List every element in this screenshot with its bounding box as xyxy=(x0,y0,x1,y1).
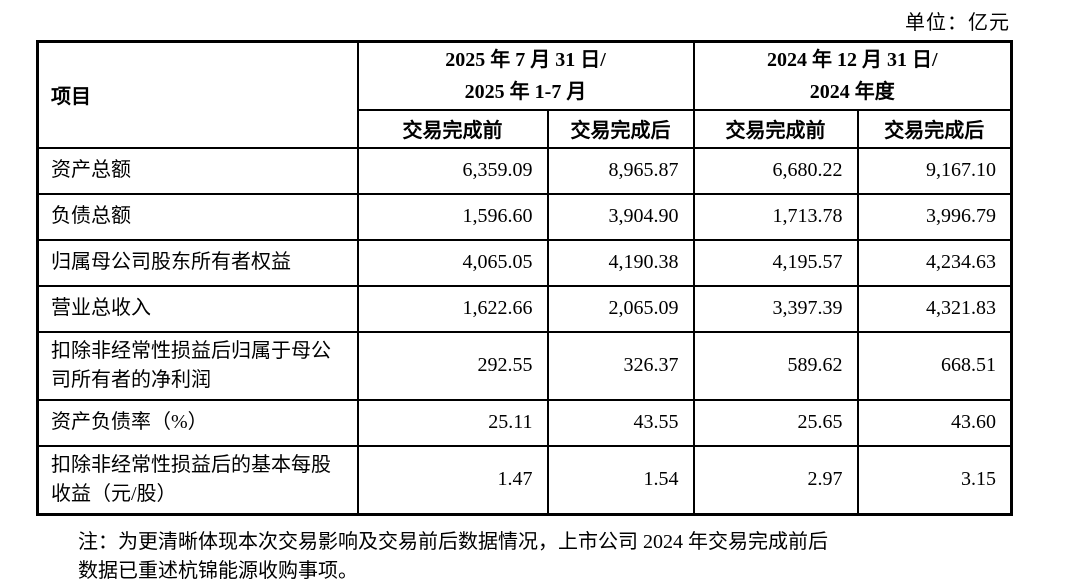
row-label: 资产总额 xyxy=(36,146,359,195)
cell-value: 2.97 xyxy=(692,444,859,515)
cell-value: 43.60 xyxy=(856,398,1013,447)
table-row: 归属母公司股东所有者权益 4,065.05 4,190.38 4,195.57 … xyxy=(36,238,1013,287)
cell-value: 668.51 xyxy=(856,330,1013,401)
row-label: 扣除非经常性损益后的基本每股收益（元/股） xyxy=(36,444,359,515)
cell-value: 1.47 xyxy=(356,444,549,515)
table-row: 扣除非经常性损益后归属于母公司所有者的净利润 292.55 326.37 589… xyxy=(36,330,1013,401)
row-label: 扣除非经常性损益后归属于母公司所有者的净利润 xyxy=(36,330,359,401)
header-after-2024: 交易完成后 xyxy=(856,108,1013,149)
cell-value: 1.54 xyxy=(546,444,695,515)
cell-value: 9,167.10 xyxy=(856,146,1013,195)
header-before-2025: 交易完成前 xyxy=(356,108,549,149)
cell-value: 1,622.66 xyxy=(356,284,549,333)
table-row: 扣除非经常性损益后的基本每股收益（元/股） 1.47 1.54 2.97 3.1… xyxy=(36,444,1013,515)
cell-value: 2,065.09 xyxy=(546,284,695,333)
footnote-line-1: 注：为更清晰体现本次交易影响及交易前后数据情况，上市公司 2024 年交易完成前… xyxy=(78,530,828,553)
row-label: 营业总收入 xyxy=(36,284,359,333)
footnote-line-2: 数据已重述杭锦能源收购事项。 xyxy=(78,559,358,582)
footnote: 注：为更清晰体现本次交易影响及交易前后数据情况，上市公司 2024 年交易完成前… xyxy=(36,528,1010,586)
cell-value: 4,190.38 xyxy=(546,238,695,287)
table-row: 资产负债率（%） 25.11 43.55 25.65 43.60 xyxy=(36,398,1013,447)
cell-value: 43.55 xyxy=(546,398,695,447)
table-row: 负债总额 1,596.60 3,904.90 1,713.78 3,996.79 xyxy=(36,192,1013,241)
cell-value: 8,965.87 xyxy=(546,146,695,195)
cell-value: 4,321.83 xyxy=(856,284,1013,333)
cell-value: 3,397.39 xyxy=(692,284,859,333)
header-after-2025: 交易完成后 xyxy=(546,108,695,149)
period-2025-line1: 2025 年 7 月 31 日/ xyxy=(445,48,606,71)
cell-value: 6,359.09 xyxy=(356,146,549,195)
cell-value: 4,065.05 xyxy=(356,238,549,287)
period-2024-line2: 2024 年度 xyxy=(809,80,895,103)
header-sub-row: 交易完成前 交易完成后 交易完成前 交易完成后 xyxy=(38,108,1013,149)
unit-label: 单位：亿元 xyxy=(905,12,1010,34)
cell-value: 25.11 xyxy=(356,398,549,447)
cell-value: 4,195.57 xyxy=(692,238,859,287)
cell-value: 6,680.22 xyxy=(692,146,859,195)
cell-value: 292.55 xyxy=(356,330,549,401)
row-label: 归属母公司股东所有者权益 xyxy=(36,238,359,287)
cell-value: 326.37 xyxy=(546,330,695,401)
header-period-2025: 2025 年 7 月 31 日/ 2025 年 1-7 月 xyxy=(356,40,695,111)
cell-value: 1,713.78 xyxy=(692,192,859,241)
period-2025-line2: 2025 年 1-7 月 xyxy=(464,80,587,103)
financial-table: 项目 2025 年 7 月 31 日/ 2025 年 1-7 月 2024 年 … xyxy=(36,40,1013,516)
cell-value: 3.15 xyxy=(856,444,1013,515)
header-period-row: 项目 2025 年 7 月 31 日/ 2025 年 1-7 月 2024 年 … xyxy=(36,40,1013,149)
table-row: 资产总额 6,359.09 8,965.87 6,680.22 9,167.10 xyxy=(36,146,1013,195)
row-label: 负债总额 xyxy=(36,192,359,241)
cell-value: 3,904.90 xyxy=(546,192,695,241)
period-2024-line1: 2024 年 12 月 31 日/ xyxy=(766,48,938,71)
row-label: 资产负债率（%） xyxy=(36,398,359,447)
header-before-2024: 交易完成前 xyxy=(692,108,859,149)
cell-value: 1,596.60 xyxy=(356,192,549,241)
header-period-2024: 2024 年 12 月 31 日/ 2024 年度 xyxy=(692,40,1013,111)
table-row: 营业总收入 1,622.66 2,065.09 3,397.39 4,321.8… xyxy=(36,284,1013,333)
header-item-cell: 项目 xyxy=(36,40,359,149)
cell-value: 3,996.79 xyxy=(856,192,1013,241)
cell-value: 589.62 xyxy=(692,330,859,401)
cell-value: 4,234.63 xyxy=(856,238,1013,287)
cell-value: 25.65 xyxy=(692,398,859,447)
